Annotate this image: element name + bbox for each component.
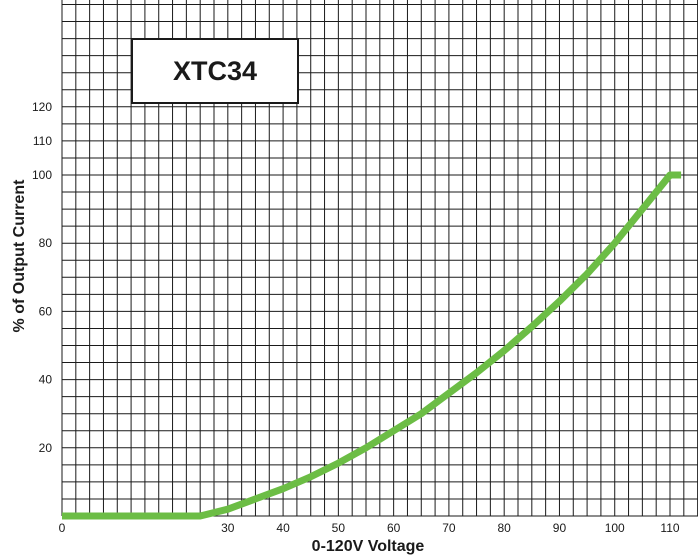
x-tick-label: 80 [498,521,512,535]
x-tick-label: 110 [660,521,679,535]
series-line-0 [62,171,682,520]
y-tick-label: 110 [33,134,52,148]
y-tick-label: 40 [39,373,53,387]
y-tick-label: 60 [39,304,53,318]
x-axis-title: 0-120V Voltage [312,538,425,555]
chart-title: XTC34 [173,56,257,86]
x-tick-label: 50 [332,521,346,535]
x-tick-label: 40 [276,521,290,535]
y-tick-label: 20 [39,441,53,455]
x-tick-label: 0 [59,521,66,535]
x-tick-label: 70 [442,521,456,535]
curve-layer [62,171,682,520]
x-tick-label: 90 [553,521,567,535]
y-axis-title: % of Output Current [11,179,28,333]
y-tick-label: 80 [39,236,53,250]
x-tick-label: 100 [605,521,625,535]
y-tick-label: 100 [32,168,52,182]
tick-labels: 0 30 40 50 60 70 80 90 100 110 20 40 60 80 100 110 120 [32,100,680,535]
y-tick-label: 120 [32,100,52,114]
title-badge-box [131,38,299,104]
x-tick-label: 30 [221,521,235,535]
title-badge: XTC34 [131,38,299,104]
x-tick-label: 60 [387,521,401,535]
